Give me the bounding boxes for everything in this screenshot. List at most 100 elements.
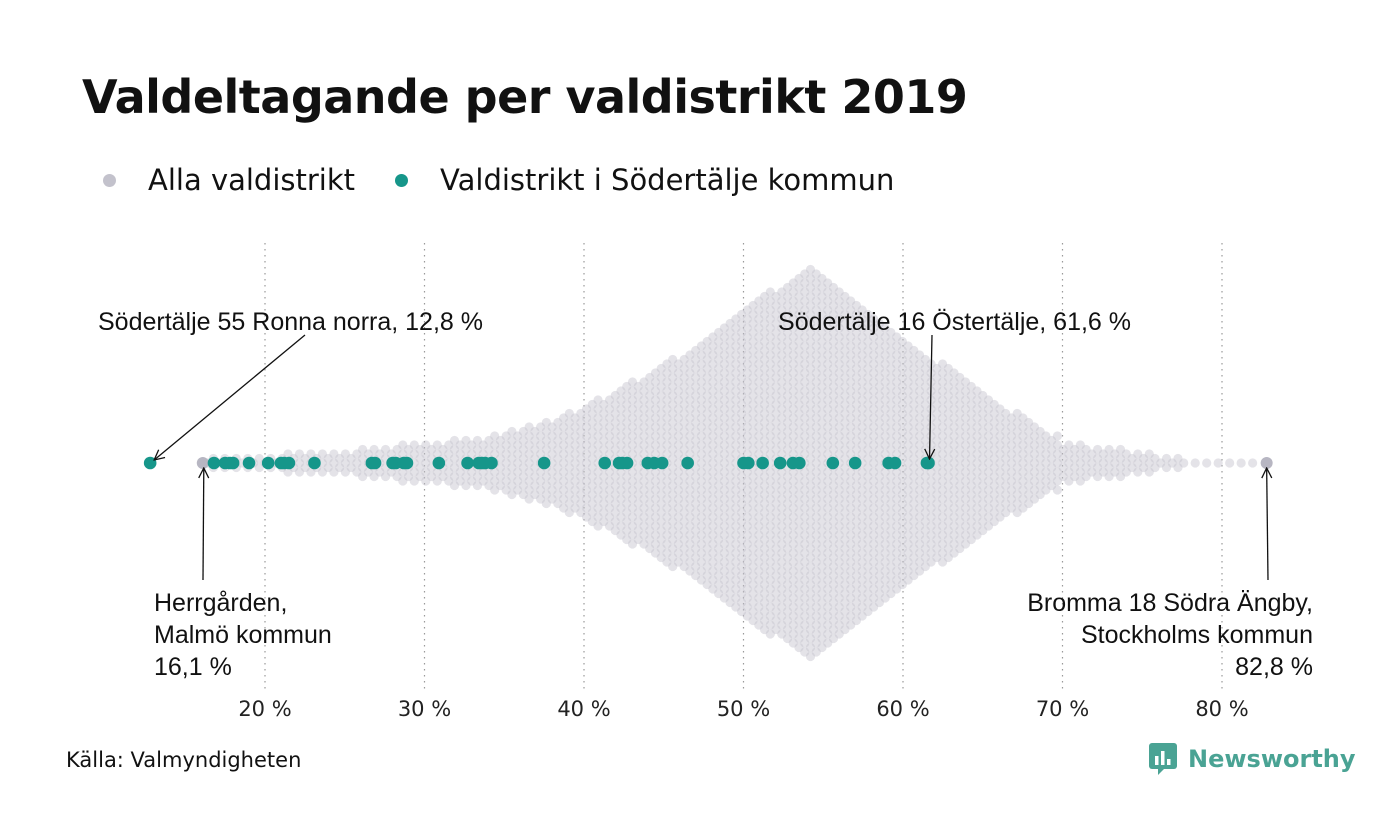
swarm-dot <box>800 386 810 396</box>
swarm-dot <box>800 602 810 612</box>
swarm-dot <box>920 354 930 365</box>
sodertalje-point <box>400 456 414 470</box>
swarm-dot <box>702 570 712 581</box>
swarm-dot <box>851 498 862 509</box>
swarm-dot <box>857 341 867 351</box>
swarm-dot <box>587 507 597 518</box>
swarm-dot <box>828 552 839 563</box>
swarm-dot <box>754 413 764 423</box>
brand-logo[interactable]: Newsworthy <box>1148 742 1356 776</box>
swarm-dot <box>1041 449 1051 459</box>
swarm-dot <box>874 453 884 464</box>
swarm-dot <box>794 588 804 599</box>
swarm-dot <box>811 449 821 459</box>
swarm-dot <box>622 435 632 446</box>
swarm-dot <box>777 404 787 414</box>
swarm-dot <box>857 485 867 495</box>
swarm-dot <box>702 390 712 401</box>
swarm-dot <box>599 498 609 509</box>
swarm-dot <box>639 485 649 495</box>
swarm-dot <box>914 485 925 495</box>
swarm-dot <box>800 314 810 324</box>
swarm-dot <box>972 404 982 414</box>
swarm-dot <box>782 426 793 437</box>
swarm-dot <box>754 476 764 486</box>
swarm-dot <box>731 485 741 495</box>
swarm-dot <box>811 647 821 657</box>
swarm-dot <box>627 521 638 531</box>
swarm-dot <box>788 413 798 423</box>
swarm-dot <box>581 485 592 495</box>
swarm-dot <box>736 444 747 455</box>
swarm-dot <box>863 579 873 590</box>
swarm-dot <box>323 453 333 464</box>
swarm-dot <box>926 413 936 423</box>
swarm-dot <box>811 422 821 432</box>
swarm-dot <box>702 516 712 527</box>
swarm-dot <box>558 485 569 495</box>
swarm-dot <box>1047 480 1057 491</box>
swarm-dot <box>800 287 810 297</box>
swarm-dot <box>955 543 965 554</box>
swarm-dot <box>536 494 546 504</box>
swarm-dot <box>513 431 523 441</box>
swarm-dot <box>742 341 752 351</box>
swarm-dot <box>501 458 511 468</box>
swarm-dot <box>828 624 839 635</box>
swarm-dot <box>421 458 431 468</box>
swarm-dot <box>857 575 867 585</box>
swarm-dot <box>823 368 833 378</box>
swarm-dot <box>736 309 747 320</box>
swarm-dot <box>719 593 729 603</box>
swarm-dot <box>719 476 729 486</box>
swarm-dot <box>731 395 741 405</box>
swarm-dot <box>593 494 603 504</box>
swarm-dot <box>536 431 546 441</box>
swarm-dot <box>627 494 638 504</box>
swarm-dot <box>455 440 465 450</box>
swarm-dot <box>846 584 856 594</box>
swarm-dot <box>478 476 488 486</box>
swarm-dot <box>788 584 798 594</box>
swarm-dot <box>1035 462 1045 473</box>
swarm-dot <box>834 593 844 603</box>
swarm-dot <box>558 494 569 504</box>
swarm-dot <box>736 579 747 590</box>
swarm-dot <box>662 422 672 432</box>
swarm-dot <box>794 489 804 500</box>
swarm-dot <box>834 485 844 495</box>
swarm-dot <box>869 368 879 378</box>
swarm-dot <box>978 417 988 428</box>
swarm-dot <box>513 485 523 495</box>
swarm-dot <box>800 503 810 513</box>
swarm-dot <box>788 377 798 387</box>
swarm-dot <box>610 426 620 437</box>
swarm-dot <box>673 512 684 522</box>
swarm-dot <box>685 386 695 396</box>
swarm-dot <box>880 422 890 432</box>
swarm-dot <box>650 413 661 423</box>
swarm-dot <box>960 413 971 423</box>
swarm-dot <box>1024 444 1034 455</box>
swarm-dot <box>955 489 965 500</box>
swarm-dot <box>840 489 850 500</box>
swarm-dot <box>725 588 735 599</box>
swarm-dot <box>926 539 936 549</box>
swarm-dot <box>696 341 706 351</box>
swarm-dot <box>932 543 942 554</box>
swarm-dot <box>633 426 643 437</box>
swarm-dot <box>662 539 672 549</box>
swarm-dot <box>828 336 839 347</box>
swarm-dot <box>696 395 706 405</box>
swarm-dot <box>805 282 816 293</box>
swarm-dot <box>639 395 649 405</box>
swarm-dot <box>759 525 770 536</box>
swarm-dot <box>731 593 741 603</box>
swarm-dot <box>495 453 506 464</box>
swarm-dot <box>909 426 919 437</box>
swarm-dot <box>914 467 925 477</box>
swarm-dot <box>1018 431 1028 441</box>
swarm-dot <box>765 404 775 414</box>
swarm-dot <box>610 525 620 536</box>
swarm-dot <box>564 408 574 419</box>
